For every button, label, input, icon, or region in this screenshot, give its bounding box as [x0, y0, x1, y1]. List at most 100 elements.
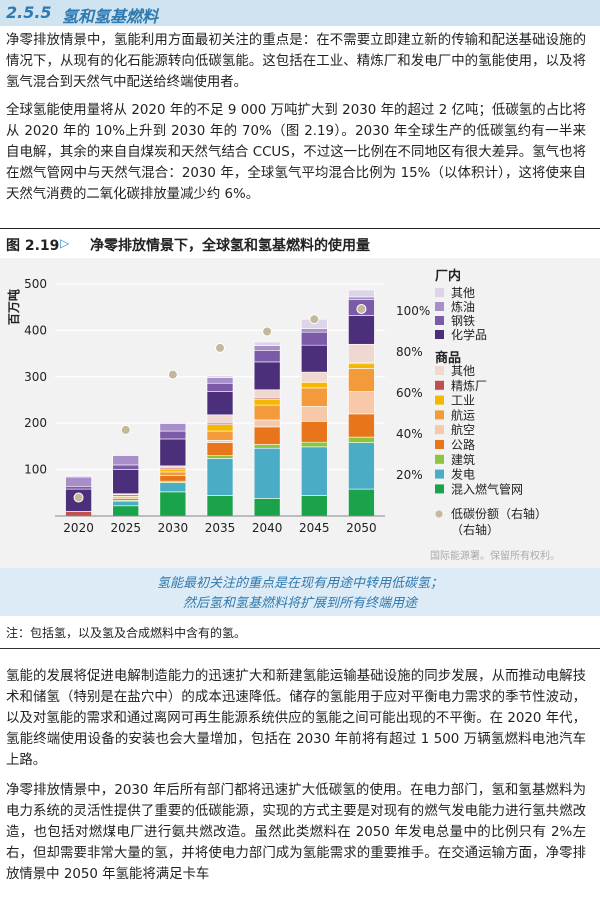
bar-segment	[348, 436, 375, 443]
legend-label: 工业	[451, 394, 475, 408]
bar-segment	[300, 441, 328, 448]
bar-segment	[206, 495, 234, 517]
bar-segment	[206, 377, 234, 384]
x-tick-label: 2040	[252, 521, 283, 535]
y2-tick-label: 80%	[396, 345, 423, 359]
chart-bars	[65, 289, 375, 517]
legend-swatch	[435, 410, 444, 420]
lowcarbon-marker	[356, 303, 367, 314]
figure-label: 图 2.19	[6, 238, 60, 254]
legend-label: 公路	[451, 437, 475, 452]
y-tick-label: 200	[24, 416, 47, 430]
x-tick-label: 2020	[63, 521, 94, 535]
bar-segment	[112, 464, 140, 470]
bar-segment	[206, 424, 234, 432]
x-tick-label: 2035	[205, 521, 236, 535]
lowcarbon-marker	[309, 314, 320, 325]
legend-label: 钢铁	[451, 314, 475, 328]
legend-swatch	[435, 302, 444, 311]
legend-label: 混入燃气管网	[451, 481, 523, 496]
bar-segment	[112, 500, 140, 507]
bar-segment	[206, 430, 234, 441]
bar-segment	[348, 413, 375, 438]
bar-segment	[65, 485, 92, 490]
bar-segment	[253, 426, 281, 445]
x-tick-label: 2050	[346, 521, 377, 535]
y-tick-label: 400	[24, 323, 47, 337]
paragraph-1: 净零排放情景中，氢能利用方面最初关注的重点是：在不需要立即建立新的传输和配送基础…	[6, 33, 586, 90]
bar-segment	[348, 488, 375, 517]
bar-segment	[159, 438, 187, 467]
section-number: 2.5.5	[6, 3, 52, 22]
bar-segment	[300, 406, 328, 422]
paragraph-3: 氢能的发展将促进电解制造能力的迅速扩大和新建氢能运输基础设施的同步发展，从而推动…	[6, 669, 586, 768]
bar-segment	[159, 471, 187, 476]
legend-label: 化学品	[451, 327, 487, 342]
bar-segment	[300, 344, 328, 373]
legend-label: 精炼厂	[451, 378, 487, 393]
legend-label: 其他	[451, 364, 475, 378]
x-tick-label: 2045	[299, 521, 330, 535]
bar-segment	[159, 421, 187, 424]
bar-segment	[206, 382, 234, 392]
legend-swatch	[435, 484, 444, 494]
legend-label: 发电	[451, 467, 475, 482]
bar-segment	[253, 444, 281, 449]
legend-swatch	[435, 288, 444, 297]
lowcarbon-marker	[73, 492, 84, 503]
bar-segment	[300, 387, 328, 407]
figure-title: 净零排放情景下，全球氢和氢基燃料的使用量	[90, 238, 370, 254]
bar-segment	[300, 446, 328, 496]
bar-segment	[300, 382, 328, 389]
figure-note: 注：包括氢，以及氢及合成燃料中含有的氢。	[6, 626, 247, 640]
section-title: 氢和氢基燃料	[62, 7, 159, 26]
y2-tick-label: 20%	[396, 468, 423, 482]
bar-segment	[253, 399, 281, 406]
lowcarbon-marker	[262, 326, 273, 337]
x-tick-label: 2030	[158, 521, 189, 535]
bar-segment	[253, 361, 281, 391]
figure-copyright: 国际能源署。保留所有权利。	[430, 551, 560, 562]
bar-segment	[253, 419, 281, 428]
bar-segment	[300, 371, 328, 382]
bar-segment	[206, 414, 234, 424]
bar-segment	[348, 315, 375, 345]
y-tick-label: 500	[24, 277, 47, 291]
bar-segment	[206, 442, 234, 456]
legend-swatch	[435, 380, 444, 390]
legend-title-goods: 商品	[435, 350, 461, 366]
legend-swatch	[435, 425, 444, 435]
chart-lowcarbon-markers	[73, 303, 367, 503]
bar-segment	[348, 391, 375, 415]
legend-swatch	[435, 395, 444, 405]
bar-segment	[65, 511, 92, 517]
lowcarbon-marker	[120, 424, 131, 435]
bar-segment	[348, 363, 375, 369]
lowcarbon-marker	[167, 369, 178, 380]
bar-segment	[300, 495, 328, 517]
bar-segment	[112, 455, 140, 466]
legend-label: 航运	[451, 407, 475, 422]
bar-segment	[348, 442, 375, 490]
legend-title-factory: 厂内	[435, 268, 461, 284]
bar-segment	[348, 343, 375, 364]
y-tick-label: 300	[24, 370, 47, 384]
bar-segment	[206, 440, 234, 443]
bar-segment	[159, 430, 187, 440]
legend-swatch	[435, 330, 444, 339]
bar-segment	[65, 475, 92, 478]
legend-swatch	[435, 469, 444, 479]
y2-tick-label: 60%	[396, 386, 423, 400]
y2-tick-label: 100%	[396, 304, 430, 318]
bar-segment	[206, 375, 234, 378]
bar-segment	[159, 465, 187, 469]
paragraph-2: 全球氢能使用量将从 2020 年的不足 9 000 万吨扩大到 2030 年的超…	[6, 103, 586, 202]
bar-segment	[159, 482, 187, 493]
bar-segment	[159, 491, 187, 517]
divider	[0, 648, 600, 649]
hydrogen-use-chart: 100 200 300 400 500 20% 40% 60% 80% 100% 百万吨 2020 20…	[6, 268, 547, 537]
legend-marker-label-2: （右轴）	[451, 522, 499, 537]
caption-line-1: 氢能最初关注的重点是在现有用途中转用低碳氢；	[156, 576, 443, 591]
bar-segment	[300, 331, 328, 346]
legend-swatch	[435, 440, 444, 449]
